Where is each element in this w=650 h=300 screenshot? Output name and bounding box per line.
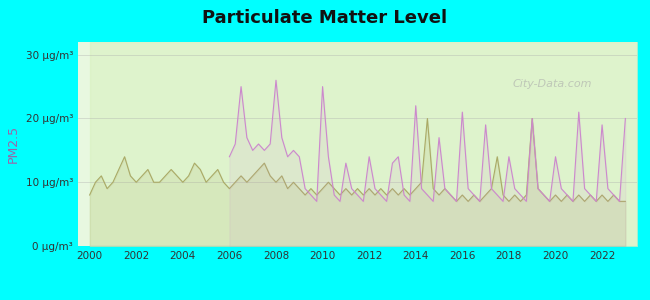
- Y-axis label: PM2.5: PM2.5: [7, 125, 20, 163]
- Text: Particulate Matter Level: Particulate Matter Level: [202, 9, 448, 27]
- Text: City-Data.com: City-Data.com: [513, 79, 592, 89]
